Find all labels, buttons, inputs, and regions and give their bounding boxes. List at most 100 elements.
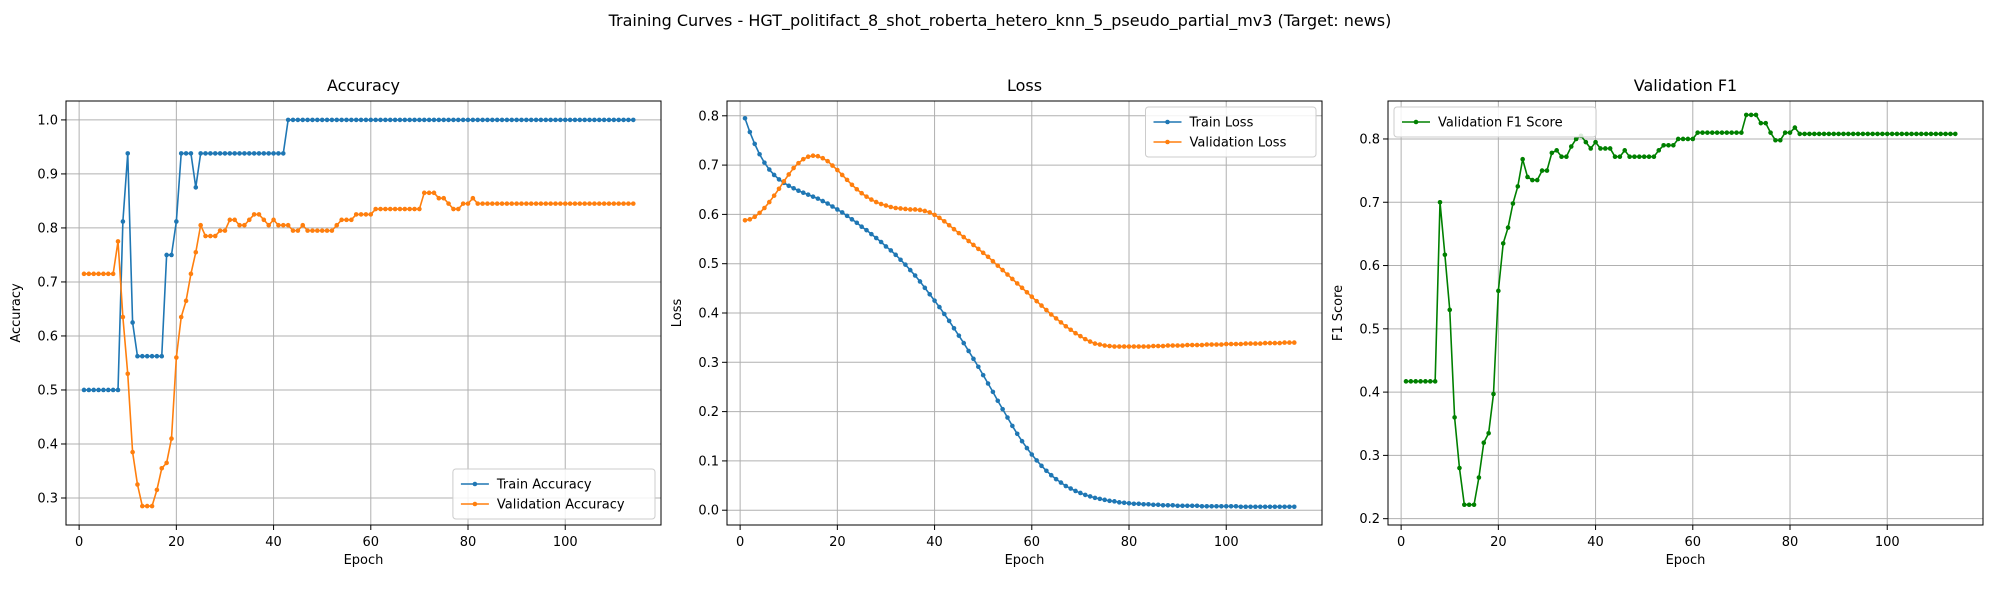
loss-validation-loss-point — [966, 238, 971, 244]
validation-f1-validation-f1-score-point — [1486, 430, 1491, 436]
loss-validation-loss-point — [1034, 298, 1039, 304]
loss-validation-loss-point — [912, 207, 918, 212]
loss-validation-loss-point — [1151, 343, 1156, 349]
loss-validation-loss-point — [990, 258, 996, 264]
accuracy-validation-accuracy-point — [524, 201, 529, 206]
accuracy-train-accuracy-point — [509, 117, 515, 123]
accuracy-train-accuracy-point — [538, 117, 544, 123]
loss-validation-loss-point — [844, 177, 850, 183]
accuracy-train-accuracy-point — [349, 117, 354, 123]
loss-train-loss-point — [1185, 503, 1190, 509]
loss-train-loss-point — [995, 398, 1001, 404]
accuracy-validation-accuracy-point — [626, 201, 631, 206]
accuracy-validation-accuracy-point — [266, 222, 272, 228]
loss-train-loss-point — [990, 389, 996, 395]
loss-train-loss-point — [1087, 494, 1093, 499]
accuracy-train-accuracy-point — [280, 151, 286, 156]
validation-f1-xlabel: Epoch — [1666, 553, 1706, 568]
accuracy-train-accuracy-point — [174, 219, 179, 224]
loss-validation-loss-point — [1029, 294, 1035, 300]
loss-ytick-label: 0.4 — [698, 307, 719, 322]
validation-f1-validation-f1-score-point — [1705, 130, 1710, 135]
accuracy-title: Accuracy — [327, 76, 400, 95]
accuracy-validation-accuracy-point — [237, 222, 242, 228]
validation-f1-validation-f1-score-point — [1797, 131, 1803, 137]
validation-f1-validation-f1-score-point — [1875, 131, 1880, 137]
loss-validation-loss-point — [893, 205, 898, 211]
loss-xtick-label: 100 — [1214, 535, 1239, 550]
loss-ytick-label: 0.1 — [698, 454, 719, 469]
loss-validation-loss-point — [1272, 340, 1278, 346]
loss-train-loss-point — [1199, 503, 1205, 509]
accuracy-validation-accuracy-point — [616, 201, 622, 206]
loss-train-loss-point — [830, 204, 835, 209]
loss-validation-loss-point — [995, 263, 1001, 268]
accuracy-train-accuracy-point — [504, 117, 510, 123]
validation-f1-validation-f1-score-point — [1646, 154, 1652, 159]
loss-validation-loss-point — [898, 206, 903, 211]
loss-validation-loss-point — [1146, 344, 1151, 349]
accuracy-train-accuracy-point — [222, 151, 228, 156]
loss-train-loss-point — [1116, 500, 1122, 505]
loss-train-loss-point — [1107, 498, 1112, 504]
accuracy-validation-accuracy-point — [509, 201, 515, 206]
loss-chart: Loss 0 20 40 60 80 100 0.0 0.1 0.2 0.3 0.4 0.5 0.6 0.7… — [670, 76, 1323, 568]
loss-train-loss-point — [1029, 452, 1035, 457]
loss-validation-loss-point — [1126, 344, 1132, 349]
accuracy-train-accuracy-point — [266, 151, 272, 156]
validation-f1-validation-f1-score-point — [1914, 131, 1919, 137]
loss-train-loss-point — [966, 348, 971, 354]
accuracy-train-accuracy-point — [178, 151, 184, 156]
validation-f1-xtick-label: 60 — [1685, 535, 1702, 550]
accuracy-train-accuracy-point — [412, 117, 417, 123]
loss-ytick-label: 0.6 — [698, 208, 719, 223]
loss-legend: Train Loss Validation Loss — [1145, 106, 1317, 158]
accuracy-train-accuracy-point — [494, 117, 500, 123]
validation-f1-legend-validation-f1-score-label: Validation F1 Score — [1438, 116, 1563, 131]
accuracy-validation-accuracy-point — [280, 222, 286, 228]
loss-train-loss-point — [1282, 504, 1287, 510]
validation-f1-validation-f1-score-point — [1709, 130, 1715, 135]
accuracy-validation-accuracy-point — [417, 206, 422, 212]
validation-f1-validation-f1-score-point — [1695, 130, 1700, 135]
accuracy-xtick-label: 80 — [460, 535, 477, 550]
accuracy-train-accuracy-point — [242, 151, 247, 156]
accuracy-train-accuracy-point — [295, 117, 301, 123]
accuracy-legend-validation-accuracy-label: Validation Accuracy — [497, 498, 625, 513]
accuracy-train-accuracy-point — [363, 117, 369, 123]
accuracy-train-accuracy-point — [397, 117, 403, 123]
loss-validation-loss-point — [917, 207, 923, 213]
accuracy-validation-accuracy-point — [300, 222, 306, 228]
accuracy-validation-accuracy-point — [334, 222, 340, 228]
accuracy-xtick-label: 20 — [168, 535, 185, 550]
validation-f1-validation-f1-score-point — [1807, 131, 1812, 137]
loss-train-loss-point — [1253, 504, 1258, 510]
loss-train-loss-point — [971, 356, 976, 362]
accuracy-validation-accuracy-point — [407, 206, 412, 212]
accuracy-validation-accuracy-point — [567, 201, 573, 206]
validation-f1-validation-f1-score-point — [1928, 131, 1934, 137]
accuracy-validation-accuracy-point — [533, 201, 539, 206]
accuracy-validation-accuracy-point — [494, 201, 500, 206]
accuracy-validation-accuracy-point — [251, 212, 257, 217]
loss-train-loss-point — [1131, 501, 1137, 507]
accuracy-validation-accuracy-point — [460, 201, 466, 206]
loss-validation-loss-point — [1116, 344, 1122, 349]
validation-f1-validation-f1-score-point — [1510, 201, 1516, 206]
accuracy-validation-accuracy-point — [601, 201, 607, 206]
accuracy-validation-accuracy-point — [256, 212, 262, 217]
loss-train-loss-point — [1010, 423, 1015, 429]
loss-validation-loss-point — [1199, 342, 1205, 348]
accuracy-train-accuracy-point — [227, 151, 233, 156]
accuracy-train-accuracy-point — [110, 387, 116, 393]
loss-train-loss-point — [1068, 486, 1073, 491]
loss-train-loss-point — [849, 217, 855, 222]
loss-validation-loss-point — [1112, 344, 1117, 349]
accuracy-xtick-label: 60 — [363, 535, 380, 550]
accuracy-train-accuracy-point — [164, 252, 169, 258]
validation-f1-validation-f1-score-point — [1549, 150, 1555, 156]
accuracy-train-accuracy-point — [271, 151, 276, 156]
validation-f1-validation-f1-score-point — [1612, 154, 1618, 159]
loss-validation-loss-point — [1014, 281, 1020, 286]
accuracy-validation-accuracy-point — [232, 217, 237, 223]
